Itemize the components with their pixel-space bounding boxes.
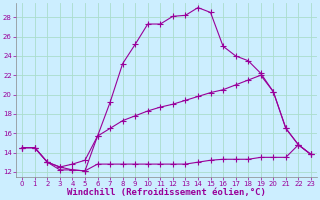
X-axis label: Windchill (Refroidissement éolien,°C): Windchill (Refroidissement éolien,°C)	[67, 188, 266, 197]
